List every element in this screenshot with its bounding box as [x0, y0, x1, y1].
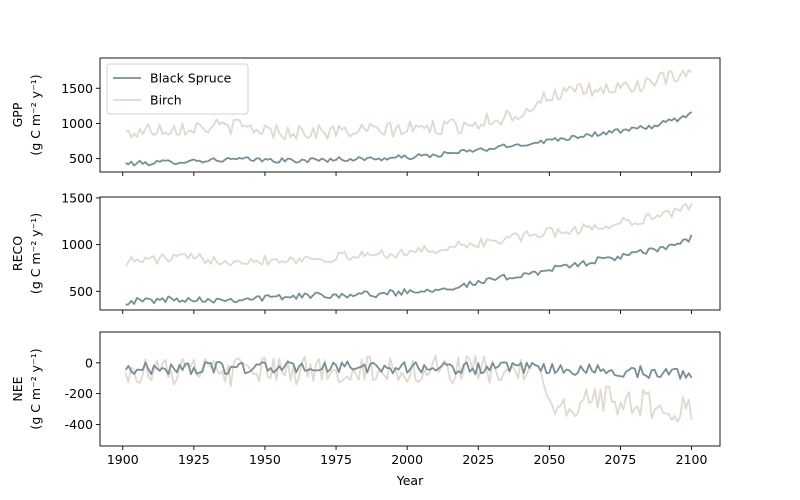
panel-reco: 500 1000 1500 RECO (g C m⁻² y⁻¹) [10, 190, 721, 314]
y-tick-label: 1000 [61, 237, 93, 252]
y-tick-label: 1500 [61, 81, 93, 96]
axes-frame [99, 57, 721, 173]
series-line-birch [125, 69, 693, 141]
axes-frame [99, 331, 721, 447]
series-line-black-spruce [125, 234, 693, 306]
x-tick-label: 2025 [462, 452, 494, 467]
y-tick-label: 1000 [61, 116, 93, 131]
y-tick-label: -200 [65, 386, 93, 401]
y-axis-unit-label: (g C m⁻² y⁻¹) [28, 348, 43, 429]
axes-frame [99, 196, 721, 311]
y-tick-label: 500 [69, 284, 93, 299]
panel-nee: 0 -200 -400 1900 1925 1950 1975 2000 2025 2050 207… [10, 331, 721, 488]
x-tick-label: 2100 [676, 452, 708, 467]
x-tick-label: 1975 [320, 452, 352, 467]
y-tick-label: 1500 [61, 190, 93, 205]
legend-box [106, 63, 249, 115]
y-axis-unit-label: (g C m⁻² y⁻¹) [28, 74, 43, 155]
series-line-birch [124, 203, 693, 267]
y-axis-label: GPP [10, 102, 25, 127]
legend: Black Spruce Birch [106, 63, 249, 115]
x-tick-label: 2000 [391, 452, 423, 467]
x-tick-label: 1900 [107, 452, 139, 467]
y-tick-label: 0 [85, 355, 93, 370]
legend-label: Birch [150, 93, 182, 108]
series-line-black-spruce [124, 360, 693, 380]
x-tick-label: 1950 [249, 452, 281, 467]
x-tick-label: 2075 [605, 452, 637, 467]
x-tick-label: 1925 [178, 452, 210, 467]
y-tick-label: -400 [65, 417, 93, 432]
y-tick-label: 500 [69, 151, 93, 166]
y-axis-label: RECO [10, 236, 25, 271]
y-axis-label: NEE [10, 376, 25, 401]
legend-label: Black Spruce [150, 71, 232, 86]
y-axis-unit-label: (g C m⁻² y⁻¹) [28, 213, 43, 294]
series-line-black-spruce [125, 111, 693, 167]
x-tick-label: 2050 [533, 452, 565, 467]
series-line-birch [124, 354, 693, 423]
x-axis-label: Year [396, 473, 424, 488]
